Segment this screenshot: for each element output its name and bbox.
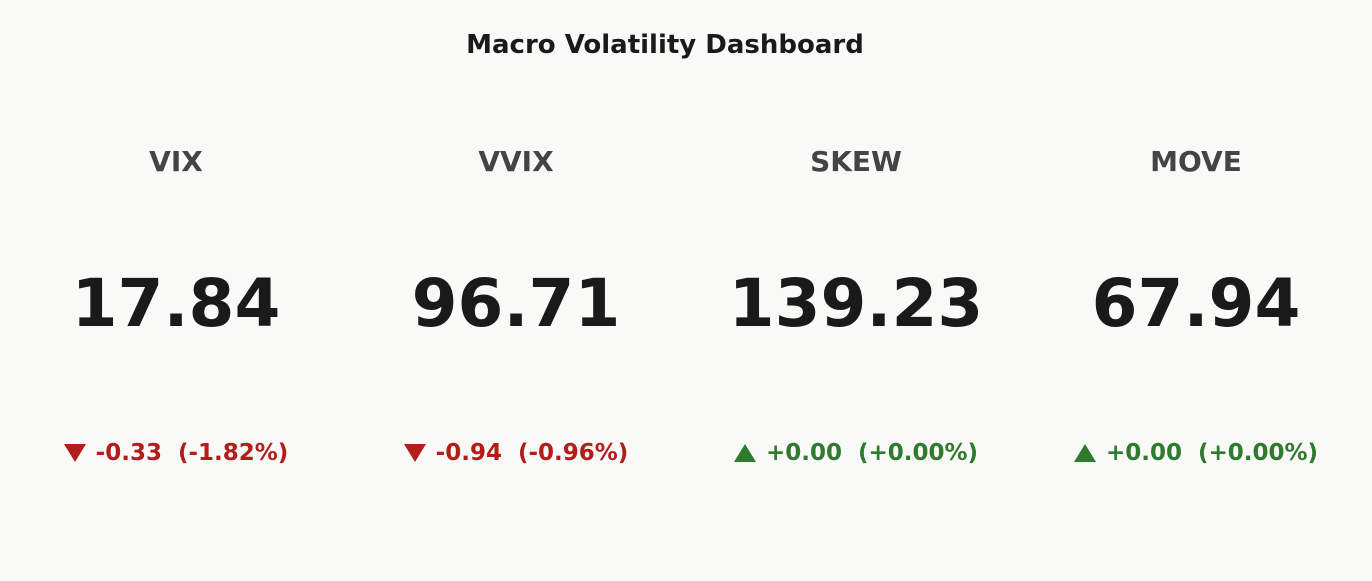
metric-change: +0.00 (+0.00%) (686, 440, 1026, 466)
metric-change: +0.00 (+0.00%) (1026, 440, 1366, 466)
metric-value: 67.94 (1091, 265, 1301, 342)
metric-value: 17.84 (71, 265, 281, 342)
metric-name: SKEW (810, 145, 902, 178)
change-percent: (-1.82%) (177, 440, 289, 466)
metric-card: VVIX 96.71 -0.94 (-0.96%) (346, 0, 686, 581)
metric-name: MOVE (1150, 145, 1242, 178)
change-value: +0.00 (1105, 440, 1182, 466)
up-arrow (733, 444, 756, 462)
metric-change: -0.33 (-1.82%) (6, 440, 346, 466)
up-arrow (1073, 444, 1096, 462)
change-percent: (-0.96%) (517, 440, 629, 466)
change-value: -0.94 (435, 440, 502, 466)
metric-value: 139.23 (728, 265, 984, 342)
metric-card: SKEW 139.23 +0.00 (+0.00%) (686, 0, 1026, 581)
metric-name: VIX (149, 145, 203, 178)
metric-name: VVIX (478, 145, 554, 178)
down-arrow (403, 444, 426, 462)
metric-change: -0.94 (-0.96%) (346, 440, 686, 466)
metric-card: VIX 17.84 -0.33 (-1.82%) (6, 0, 346, 581)
change-percent: (+0.00%) (857, 440, 979, 466)
down-arrow (63, 444, 86, 462)
metric-value: 96.71 (411, 265, 621, 342)
change-value: -0.33 (95, 440, 162, 466)
metric-card: MOVE 67.94 +0.00 (+0.00%) (1026, 0, 1366, 581)
change-percent: (+0.00%) (1197, 440, 1319, 466)
dashboard-title: Macro Volatility Dashboard (466, 30, 864, 60)
cards: VIX 17.84 -0.33 (-1.82%) VVIX 96.71 -0.94 (-0.9… (6, 0, 1366, 581)
change-value: +0.00 (765, 440, 842, 466)
